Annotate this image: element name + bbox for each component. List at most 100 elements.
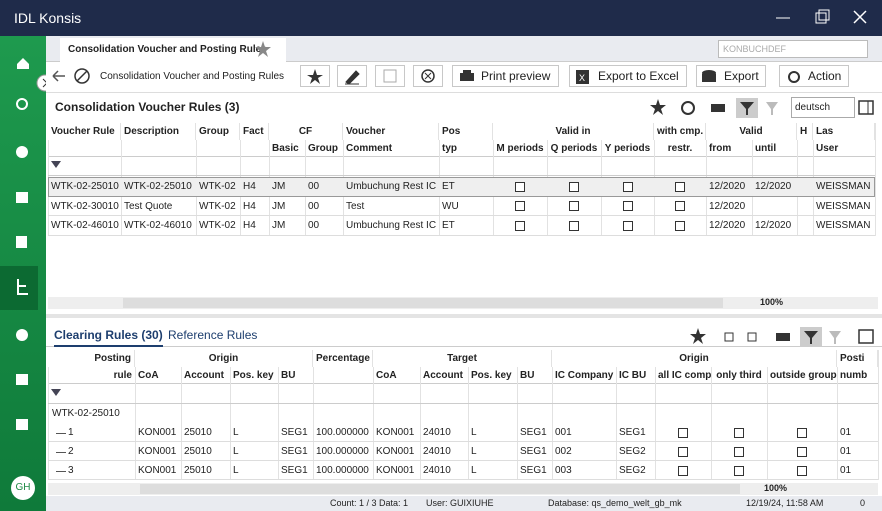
grid-row[interactable]: [48, 216, 875, 236]
grid-cell: WTK-02: [199, 220, 236, 231]
checkbox: [622, 201, 633, 212]
panel-toggle[interactable]: [858, 99, 876, 117]
grid-cell: 2: [68, 446, 74, 457]
cancel-button[interactable]: [413, 65, 443, 87]
column-subheader: CoA: [376, 370, 397, 381]
window-controls[interactable]: [770, 8, 880, 28]
column-subheader: Account: [184, 370, 224, 381]
grid-cell: WTK-02: [199, 200, 236, 212]
grid-cell: 3: [68, 465, 74, 476]
grid-cell: WEISSMAN: [816, 200, 871, 212]
tab[interactable]: Clearing Rules (30): [54, 328, 163, 347]
voucher-grid: Voucher Rule Description Group Fact CF Vouche…: [48, 123, 876, 236]
grid-cell: 1: [68, 427, 74, 438]
grid-cell: ET: [442, 181, 455, 192]
column-subheader: User: [816, 143, 839, 154]
tab[interactable]: Consolidation Voucher and Posting Rules: [60, 38, 286, 62]
column-subheader: M periods: [496, 143, 544, 154]
column-header: Pos: [439, 123, 493, 140]
language-select[interactable]: deutsch: [791, 97, 855, 118]
status-database: Database: qs_demo_welt_gb_mk: [548, 498, 682, 508]
scrollbar[interactable]: 100%: [48, 483, 878, 495]
column-subheader: Q periods: [550, 143, 598, 154]
grid-tools[interactable]: [648, 97, 788, 119]
sidebar: GH: [0, 36, 46, 511]
print-preview-button[interactable]: Print preview: [452, 65, 559, 87]
grid-cell: SEG1: [520, 427, 547, 438]
status-datetime: 12/19/24, 11:58 AM: [746, 498, 824, 508]
zoom-label: 100%: [764, 483, 788, 493]
scrollbar[interactable]: 100%: [48, 297, 878, 309]
title-bar: IDL Konsis: [0, 0, 882, 36]
status-count: Count: 1 / 3 Data: 1: [330, 498, 409, 508]
column-header: Group: [196, 123, 240, 140]
column-subheader: typ: [442, 143, 457, 154]
grid-cell: SEG1: [281, 427, 308, 438]
grid-cell: Test: [346, 200, 365, 212]
grid-cell: JM: [272, 181, 286, 192]
edit-button[interactable]: [337, 65, 367, 87]
grid-cell: 24010: [423, 465, 451, 476]
grid-cell: Umbuchung Rest IC: [346, 181, 437, 192]
column-line: [517, 350, 518, 480]
checkbox: [569, 181, 579, 192]
grid-cell: KON001: [376, 446, 415, 457]
column-header: CF: [269, 123, 343, 140]
checkbox: [515, 220, 525, 231]
grid-row[interactable]: [48, 442, 878, 461]
column-line: [655, 350, 656, 480]
column-subheader: restr.: [667, 143, 693, 154]
checkbox: [678, 446, 688, 457]
column-subheader: Pos. key: [471, 370, 512, 381]
tab-star[interactable]: [254, 40, 272, 58]
favorite-button[interactable]: [300, 65, 330, 87]
grid-row[interactable]: [48, 461, 878, 480]
checkbox: [622, 220, 633, 231]
app-title: IDL Konsis: [14, 10, 82, 26]
checkbox: [734, 446, 744, 457]
grid-cell: SEG2: [619, 446, 646, 457]
grid-cell: 25010: [184, 465, 212, 476]
checkbox: [569, 201, 579, 212]
grid-cell: SEG1: [281, 446, 308, 457]
tab[interactable]: Reference Rules: [168, 328, 258, 342]
column-header: Percentage: [313, 350, 373, 367]
column-line: [181, 350, 182, 480]
grid-row[interactable]: [48, 423, 878, 442]
grid-cell: WTK-02: [199, 181, 236, 192]
search-box[interactable]: KONBUCHDEF: [718, 40, 868, 58]
notification-count: 0: [860, 498, 866, 508]
status-user: User: GUIXIUHE: [426, 498, 494, 508]
grid-cell: SEG1: [619, 427, 646, 438]
column-header: Voucher: [343, 123, 439, 140]
column-subheader: Group: [308, 143, 338, 154]
grid-cell: 25010: [184, 427, 212, 438]
export-excel-button[interactable]: Export to Excel: [569, 65, 687, 87]
column-line: [468, 350, 469, 480]
checkbox: [797, 446, 807, 457]
grid-cell: WTK-02-30010: [51, 200, 119, 212]
column-subheader: outside group: [770, 370, 837, 381]
column-subheader: from: [709, 143, 732, 154]
grid-cell: SEG1: [520, 446, 547, 457]
grid-cell: 001: [555, 427, 572, 438]
splitter[interactable]: [46, 314, 882, 318]
grid-row[interactable]: [48, 177, 875, 197]
tree-line: [56, 451, 66, 453]
filter-icon: [51, 389, 61, 396]
grid-cell: 24010: [423, 446, 451, 457]
column-subheader: BU: [520, 370, 535, 381]
column-subheader: Y periods: [604, 143, 651, 154]
nav-icons[interactable]: [50, 66, 100, 86]
grid-cell: ET: [442, 220, 455, 231]
tree-line: [56, 470, 66, 472]
column-subheader: Account: [423, 370, 463, 381]
user-avatar[interactable]: GH: [11, 476, 35, 500]
checkbox: [675, 201, 685, 212]
lower-tools[interactable]: [688, 326, 878, 348]
sidebar-icons[interactable]: [0, 36, 46, 511]
save-button[interactable]: [375, 65, 405, 87]
grid-row[interactable]: [48, 197, 875, 216]
grid-cell: L: [471, 446, 477, 457]
